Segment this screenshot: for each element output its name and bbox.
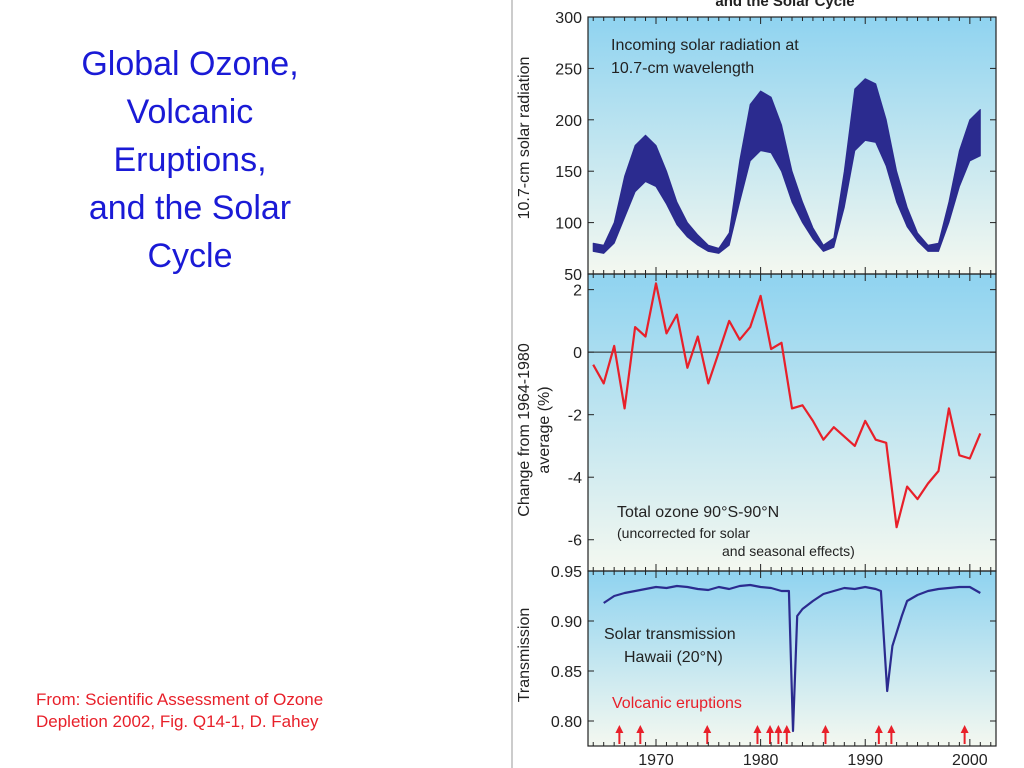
solar-ytick-label: 150 xyxy=(555,164,582,181)
ozone-series-line xyxy=(592,282,982,529)
volcanic-eruption-arrow-head xyxy=(753,725,762,733)
volcanic-eruption-arrow-head xyxy=(960,725,969,733)
solar-ytick-label: 200 xyxy=(555,113,582,130)
ozone-ylabel-line2: average (%) xyxy=(536,386,553,473)
transmission-series-layer xyxy=(603,583,981,744)
ozone-ytick-label: 0 xyxy=(573,345,582,362)
volcanic-eruption-arrow-head xyxy=(782,725,791,733)
transmission-ytick-label: 0.85 xyxy=(551,664,582,681)
ozone-annotation: Total ozone 90°S-90°N xyxy=(617,504,779,521)
transmission-ylabel: Transmission xyxy=(516,608,533,703)
ozone-ytick-label: 2 xyxy=(573,283,582,300)
ozone-panel-bg xyxy=(588,274,996,571)
ozone-series-layer xyxy=(588,282,996,529)
ozone-ytick-label: -6 xyxy=(568,533,582,550)
volcanic-eruption-arrow-head xyxy=(821,725,830,733)
transmission-annotation: Solar transmission Hawaii (20°N) xyxy=(604,626,740,666)
x-tick-label: 2000 xyxy=(952,752,988,768)
solar-ytick-label: 100 xyxy=(555,216,582,233)
solar-ytick-label: 300 xyxy=(555,10,582,27)
ozone-note-line1: (uncorrected for solar xyxy=(617,525,750,541)
volcanic-eruption-arrow-head xyxy=(703,725,712,733)
source-citation: From: Scientific Assessment of Ozone Dep… xyxy=(36,690,324,731)
transmission-ytick-label: 0.95 xyxy=(551,564,582,581)
solar-ytick-label: 50 xyxy=(564,267,582,284)
volcanic-eruption-arrow-head xyxy=(874,725,883,733)
x-tick-label: 1990 xyxy=(847,752,883,768)
transmission-ytick-label: 0.80 xyxy=(551,714,582,731)
volcanic-eruptions-label: Volcanic eruptions xyxy=(612,695,742,712)
ozone-ytick-label: -4 xyxy=(568,470,582,487)
transmission-annotation-line1: Solar transmission xyxy=(604,626,736,643)
volcanic-eruption-arrow-head xyxy=(774,725,783,733)
x-tick-label: 1970 xyxy=(638,752,674,768)
solar-annotation-line1: Incoming solar radiation at xyxy=(611,37,799,54)
transmission-ytick-label: 0.90 xyxy=(551,614,582,631)
figure-title: and the Solar Cycle xyxy=(715,0,854,10)
x-tick-label: 1980 xyxy=(743,752,779,768)
slide-title: Global Ozone, Volcanic Eruptions, and th… xyxy=(81,45,299,275)
solar-ylabel: 10.7-cm solar radiation xyxy=(516,57,533,220)
volcanic-eruption-arrow-head xyxy=(615,725,624,733)
solar-annotation-line2: 10.7-cm wavelength xyxy=(611,60,754,77)
transmission-series-line xyxy=(603,583,981,733)
ozone-ytick-label: -2 xyxy=(568,408,582,425)
solar-series-layer xyxy=(592,78,981,254)
axes-layer: 50 100 150 200 250 300 -6 -4 -2 0 2 0.80 0.85 0.90 0.9… xyxy=(551,10,996,768)
transmission-annotation-line2: Hawaii (20°N) xyxy=(624,649,723,666)
ozone-note-line2: and seasonal effects) xyxy=(722,543,855,559)
ozone-ylabel-line1: Change from 1964-1980 xyxy=(516,343,533,517)
solar-ytick-label: 250 xyxy=(555,61,582,78)
volcanic-eruption-arrow-head xyxy=(636,725,645,733)
volcanic-eruption-arrow-head xyxy=(887,725,896,733)
solar-annotation: Incoming solar radiation at 10.7-cm wave… xyxy=(611,37,803,77)
volcanic-eruption-arrow-head xyxy=(766,725,775,733)
solar-radiation-band xyxy=(592,78,981,254)
